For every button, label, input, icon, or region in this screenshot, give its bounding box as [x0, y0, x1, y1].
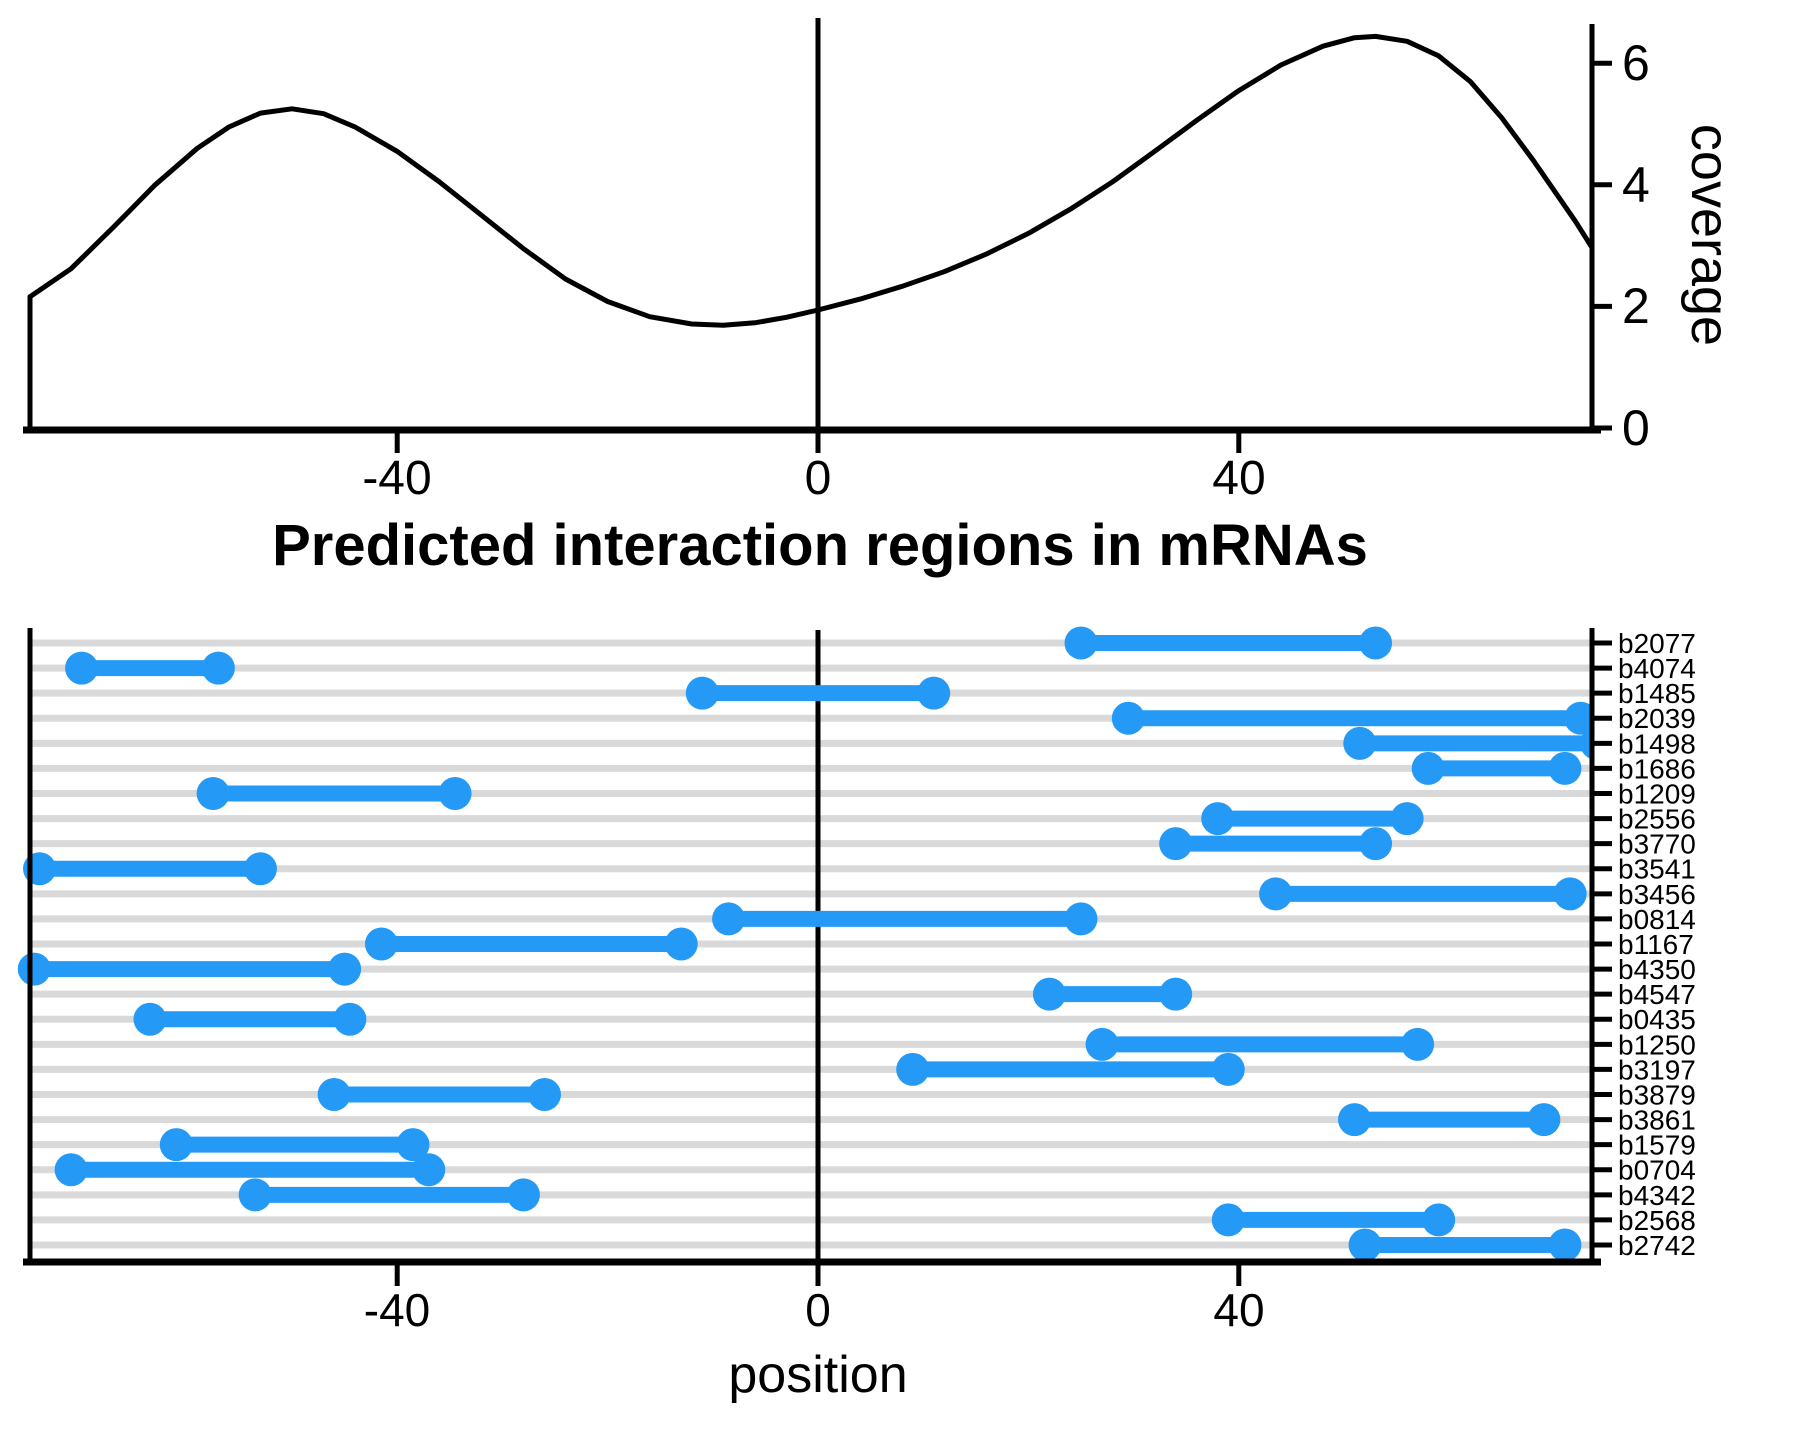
segment-start-dot — [1201, 802, 1235, 836]
row-label: b0704 — [1618, 1155, 1696, 1186]
row-label: b4342 — [1618, 1180, 1696, 1211]
row-label: b1498 — [1618, 728, 1696, 759]
segment-end-dot — [1359, 827, 1393, 861]
row-label: b2568 — [1618, 1205, 1696, 1236]
segment-end-dot — [1527, 1103, 1561, 1137]
segment-end-dot — [917, 676, 951, 710]
segment-start-dot — [1259, 877, 1293, 911]
segment-start-dot — [1159, 827, 1193, 861]
top-x-tick-label: 0 — [805, 452, 832, 505]
segment-start-dot — [896, 1052, 930, 1086]
row-label: b3456 — [1618, 879, 1696, 910]
segment-start-dot — [1338, 1103, 1372, 1137]
bottom-x-tick-label: -40 — [364, 1284, 430, 1336]
segment-end-dot — [438, 776, 472, 810]
segment-end-dot — [527, 1077, 561, 1111]
segment-start-dot — [685, 676, 719, 710]
segment-start-dot — [196, 776, 230, 810]
segment-end-dot — [328, 952, 362, 986]
segment-end-dot — [1211, 1052, 1245, 1086]
top-y-tick-label: 0 — [1622, 400, 1650, 456]
segment-start-dot — [238, 1178, 272, 1212]
coverage-curve — [27, 33, 1595, 430]
row-label: b2556 — [1618, 804, 1696, 835]
segment-end-dot — [201, 651, 235, 685]
segment-start-dot — [54, 1153, 88, 1187]
top-y-tick-label: 6 — [1622, 35, 1650, 91]
segment-start-dot — [1411, 751, 1445, 785]
segment-start-dot — [1111, 701, 1145, 735]
segment-start-dot — [65, 651, 99, 685]
top-x-tick-label: 40 — [1212, 452, 1265, 505]
segment-end-dot — [1553, 877, 1587, 911]
interaction-panel: b2077b4074b1485b2039b1498b1686b1209b2556… — [17, 626, 1696, 1286]
row-label: b3879 — [1618, 1079, 1696, 1110]
segment-end-dot — [1548, 1228, 1582, 1262]
segment-end-dot — [1579, 727, 1592, 760]
segment-end-dot — [243, 852, 277, 886]
segment-start-dot — [17, 952, 51, 986]
segments-layer — [17, 626, 1592, 1262]
row-label: b3770 — [1618, 829, 1696, 860]
bottom-x-tick-label: 40 — [1213, 1284, 1264, 1336]
segment-end-dot — [1548, 751, 1582, 785]
segment-end-dot — [1159, 977, 1193, 1011]
x-axis-label: position — [728, 1346, 907, 1404]
row-label: b0435 — [1618, 1004, 1696, 1035]
row-label: b1250 — [1618, 1029, 1696, 1060]
segment-start-dot — [364, 927, 398, 961]
row-label: b3197 — [1618, 1054, 1696, 1085]
segment-end-dot — [333, 1002, 367, 1036]
segment-end-dot — [664, 927, 698, 961]
coverage-panel — [23, 18, 1612, 453]
segment-end-dot — [412, 1153, 446, 1187]
row-label: b4350 — [1618, 954, 1696, 985]
row-label: b4074 — [1618, 653, 1696, 684]
row-label: b1485 — [1618, 678, 1696, 709]
row-label: b0814 — [1618, 904, 1696, 935]
segment-end-dot — [1064, 902, 1098, 936]
row-label: b2039 — [1618, 703, 1696, 734]
bottom-x-tick-label: 0 — [805, 1284, 831, 1336]
segment-start-dot — [133, 1002, 167, 1036]
segment-end-dot — [1390, 802, 1424, 836]
segment-start-dot — [1064, 626, 1098, 660]
segment-start-dot — [1085, 1027, 1119, 1061]
segment-end-dot — [1564, 701, 1592, 735]
segment-end-dot — [1401, 1027, 1435, 1061]
row-label: b1579 — [1618, 1130, 1696, 1161]
row-label: b2742 — [1618, 1230, 1696, 1261]
row-label: b2077 — [1618, 628, 1696, 659]
segment-start-dot — [712, 902, 746, 936]
row-label: b3541 — [1618, 854, 1696, 885]
segment-start-dot — [1348, 1228, 1382, 1262]
segment-end-dot — [1422, 1203, 1456, 1237]
row-label: b3861 — [1618, 1105, 1696, 1136]
segment-start-dot — [1343, 726, 1377, 760]
segment-end-dot — [396, 1128, 430, 1162]
segment-start-dot — [159, 1128, 193, 1162]
top-x-tick-label: -40 — [362, 452, 431, 505]
y-axis-label: coverage — [1680, 124, 1740, 346]
row-label: b1209 — [1618, 778, 1696, 809]
top-y-tick-label: 4 — [1622, 157, 1650, 213]
segment-end-dot — [506, 1178, 540, 1212]
segment-end-dot — [1359, 626, 1393, 660]
row-label: b1167 — [1618, 929, 1694, 960]
top-y-tick-label: 2 — [1622, 278, 1650, 334]
segment-start-dot — [1032, 977, 1066, 1011]
row-label: b1686 — [1618, 753, 1696, 784]
chart-title: Predicted interaction regions in mRNAs — [272, 513, 1368, 578]
segment-start-dot — [317, 1077, 351, 1111]
segment-start-dot — [1211, 1203, 1245, 1237]
row-label: b4547 — [1618, 979, 1696, 1010]
